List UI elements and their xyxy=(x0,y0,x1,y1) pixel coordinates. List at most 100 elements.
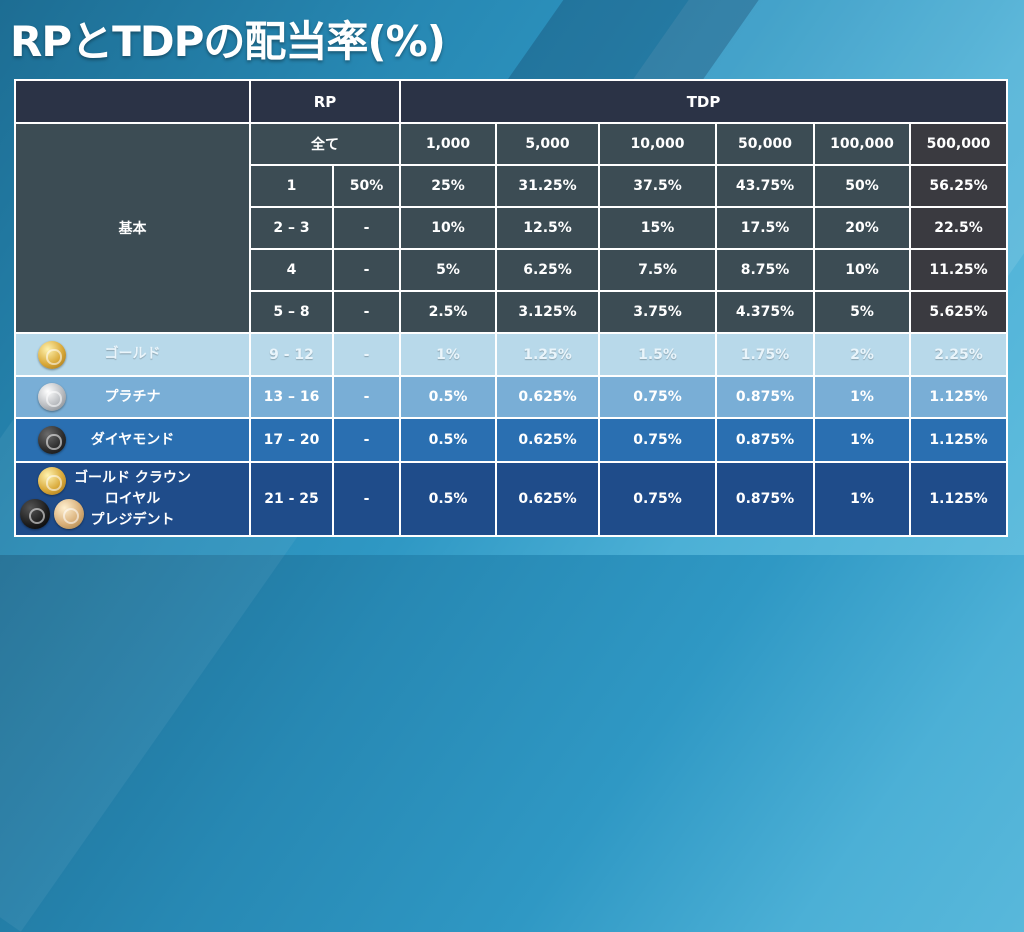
tdp-rate: 10% xyxy=(399,206,498,250)
tdp-rate: 5.625% xyxy=(909,290,1009,334)
tdp-rate: 1% xyxy=(813,461,912,537)
tdp-rate: 43.75% xyxy=(715,164,816,208)
tdp-rate: 22.5% xyxy=(909,206,1009,250)
rp-range: 13 – 16 xyxy=(249,375,334,419)
table-row: 2 – 3 - 10% 12.5% 15% 17.5% 20% 22.5% xyxy=(15,206,1009,250)
tdp-level-50000: 50,000 xyxy=(715,122,816,166)
page-title: RPとTDPの配当率(%) xyxy=(10,17,446,66)
rp-range: 2 – 3 xyxy=(249,206,334,250)
tier-gold: ゴールド xyxy=(14,332,251,377)
tdp-rate: 5% xyxy=(813,290,912,334)
tdp-rate: 1% xyxy=(399,332,498,377)
gold-crown-medal-icon xyxy=(38,467,66,495)
tdp-rate: 0.75% xyxy=(598,417,718,463)
tdp-rate: 10% xyxy=(813,248,912,292)
tdp-rate: 0.75% xyxy=(598,375,718,419)
tdp-rate: 1.5% xyxy=(598,332,718,377)
tdp-rate: 4.375% xyxy=(715,290,816,334)
tdp-level-500000: 500,000 xyxy=(909,122,1009,166)
header-empty-cell xyxy=(14,79,251,124)
rp-range: 5 – 8 xyxy=(249,290,334,334)
rp-rate: - xyxy=(331,332,402,377)
rp-rate: - xyxy=(331,461,402,537)
table-subheader-row: 基本 全て 1,000 5,000 10,000 50,000 100,000 … xyxy=(14,122,1009,334)
table-header-row: RP TDP xyxy=(14,79,1009,124)
rp-range: 17 – 20 xyxy=(249,417,334,463)
tdp-rate: 0.875% xyxy=(715,417,816,463)
tdp-rate: 1.125% xyxy=(909,461,1009,537)
tdp-rate: 0.75% xyxy=(598,461,718,537)
tdp-rate: 7.5% xyxy=(598,248,718,292)
subheader-all: 全て xyxy=(248,122,402,166)
rp-range: 9 - 12 xyxy=(249,332,334,377)
diamond-medal-icon xyxy=(38,426,66,454)
tier-name: ゴールド xyxy=(104,346,161,362)
rp-rate: - xyxy=(331,290,402,334)
tdp-rate: 15% xyxy=(598,206,718,250)
tdp-rate: 1% xyxy=(813,375,912,419)
tdp-rate: 3.75% xyxy=(598,290,718,334)
tier-name: ダイヤモンド xyxy=(90,431,175,448)
table-row-platinum: プラチナ 13 – 16 - 0.5% 0.625% 0.75% 0.875% … xyxy=(14,375,1009,419)
tdp-rate: 2% xyxy=(813,332,912,377)
tdp-rate: 25% xyxy=(399,164,498,208)
tdp-rate: 2.25% xyxy=(909,332,1009,377)
tdp-rate: 5% xyxy=(399,248,498,292)
tdp-rate: 3.125% xyxy=(495,290,601,334)
rp-rate: - xyxy=(331,206,402,250)
tier-name-line-3: プレジデント xyxy=(90,511,175,528)
tdp-rate: 6.25% xyxy=(495,248,601,292)
tdp-rate: 0.5% xyxy=(399,375,498,419)
tdp-rate: 0.625% xyxy=(495,461,601,537)
tdp-rate: 11.25% xyxy=(909,248,1009,292)
table-row: 1 50% 25% 31.25% 37.5% 43.75% 50% 56.25% xyxy=(15,164,1009,208)
tier-diamond: ダイヤモンド xyxy=(14,417,251,463)
tdp-level-5000: 5,000 xyxy=(495,122,601,166)
tier-name: プラチナ xyxy=(104,388,161,405)
tdp-level-10000: 10,000 xyxy=(598,122,718,166)
base-group-label: 基本 xyxy=(14,122,251,334)
rp-rate: 50% xyxy=(331,164,402,208)
tdp-rate: 8.75% xyxy=(715,248,816,292)
tdp-rate: 50% xyxy=(813,164,912,208)
header-rp: RP xyxy=(248,79,402,124)
tier-name-line-1: ゴールド クラウン xyxy=(74,469,191,486)
tdp-rate: 0.625% xyxy=(495,417,601,463)
tdp-rate: 1.125% xyxy=(909,375,1009,419)
tdp-rate: 2.5% xyxy=(399,290,498,334)
tier-name-line-2: ロイヤル xyxy=(104,490,161,507)
rp-rate: - xyxy=(331,248,402,292)
tdp-rate: 1.25% xyxy=(495,332,601,377)
tier-platinum: プラチナ xyxy=(14,375,251,419)
tdp-rate: 20% xyxy=(813,206,912,250)
tdp-rate: 0.875% xyxy=(715,375,816,419)
payout-rate-table: RP TDP 基本 全て 1,000 5,000 10,000 50,000 1… xyxy=(14,79,1009,537)
table-row-gold: ゴールド 9 - 12 - 1% 1.25% 1.5% 1.75% 2% 2.2… xyxy=(14,332,1009,377)
tdp-rate: 37.5% xyxy=(598,164,718,208)
tdp-rate: 31.25% xyxy=(495,164,601,208)
rp-range: 1 xyxy=(249,164,334,208)
platinum-medal-icon xyxy=(38,383,66,411)
rp-range: 4 xyxy=(249,248,334,292)
tier-crown-royal-president: ゴールド クラウン ロイヤル プレジデント xyxy=(14,461,251,537)
tdp-rate: 0.875% xyxy=(715,461,816,537)
tdp-rate: 1.75% xyxy=(715,332,816,377)
table-row-crown-royal-president: ゴールド クラウン ロイヤル プレジデント 21 - 25 - 0.5% 0.6… xyxy=(14,461,1009,537)
tdp-rate: 56.25% xyxy=(909,164,1009,208)
header-tdp: TDP xyxy=(399,79,1009,124)
tdp-level-1000: 1,000 xyxy=(399,122,498,166)
royal-medal-icon xyxy=(20,499,50,529)
tdp-rate: 0.625% xyxy=(495,375,601,419)
tdp-rate: 0.5% xyxy=(399,461,498,537)
tdp-level-100000: 100,000 xyxy=(813,122,912,166)
tdp-rate: 1% xyxy=(813,417,912,463)
president-medal-icon xyxy=(54,499,84,529)
table-row: 5 – 8 - 2.5% 3.125% 3.75% 4.375% 5% 5.62… xyxy=(15,290,1009,334)
gold-medal-icon xyxy=(38,341,66,369)
tdp-rate: 1.125% xyxy=(909,417,1009,463)
rp-range: 21 - 25 xyxy=(249,461,334,537)
tdp-rate: 12.5% xyxy=(495,206,601,250)
rp-rate: - xyxy=(331,375,402,419)
table-row-diamond: ダイヤモンド 17 – 20 - 0.5% 0.625% 0.75% 0.875… xyxy=(14,417,1009,463)
tdp-rate: 0.5% xyxy=(399,417,498,463)
